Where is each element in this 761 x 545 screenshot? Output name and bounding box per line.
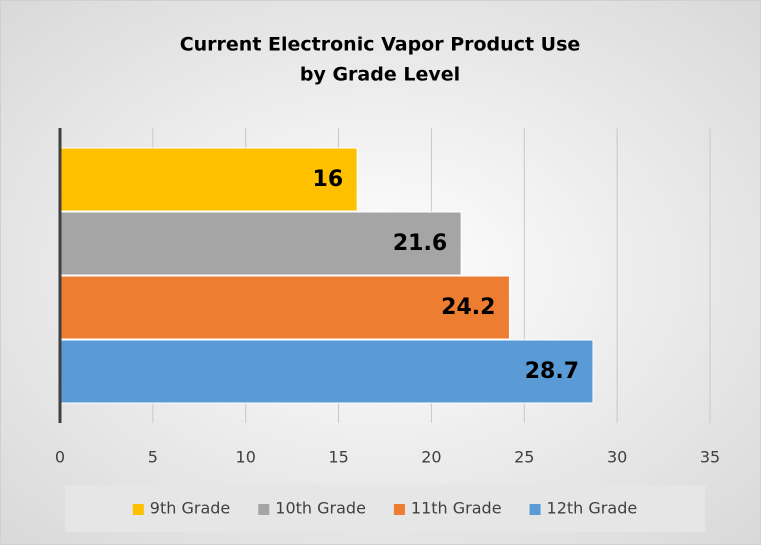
legend-label: 12th Grade xyxy=(547,499,638,518)
bar xyxy=(59,147,358,212)
bar xyxy=(59,275,510,340)
legend-swatch xyxy=(529,504,541,515)
x-tick-label: 35 xyxy=(700,448,720,467)
legend-swatch xyxy=(393,504,405,515)
x-tick-label: 5 xyxy=(148,448,158,467)
bar xyxy=(59,339,594,404)
x-tick-label: 15 xyxy=(328,448,348,467)
chart-title: Current Electronic Vapor Product Use xyxy=(180,34,581,56)
data-label: 21.6 xyxy=(393,231,447,256)
x-tick-label: 25 xyxy=(514,448,534,467)
x-tick-label: 30 xyxy=(607,448,627,467)
data-label: 24.2 xyxy=(441,295,495,320)
legend-label: 9th Grade xyxy=(150,499,230,518)
x-tick-label: 20 xyxy=(421,448,441,467)
legend-box xyxy=(65,485,705,532)
x-tick-label: 10 xyxy=(236,448,256,467)
legend-label: 10th Grade xyxy=(275,499,366,518)
data-label: 28.7 xyxy=(525,359,579,384)
legend-swatch xyxy=(258,504,270,515)
legend-label: 11th Grade xyxy=(411,499,502,518)
chart-title: by Grade Level xyxy=(300,64,460,86)
x-tick-label: 0 xyxy=(55,448,65,467)
legend-swatch xyxy=(132,504,144,515)
data-label: 16 xyxy=(313,167,344,192)
